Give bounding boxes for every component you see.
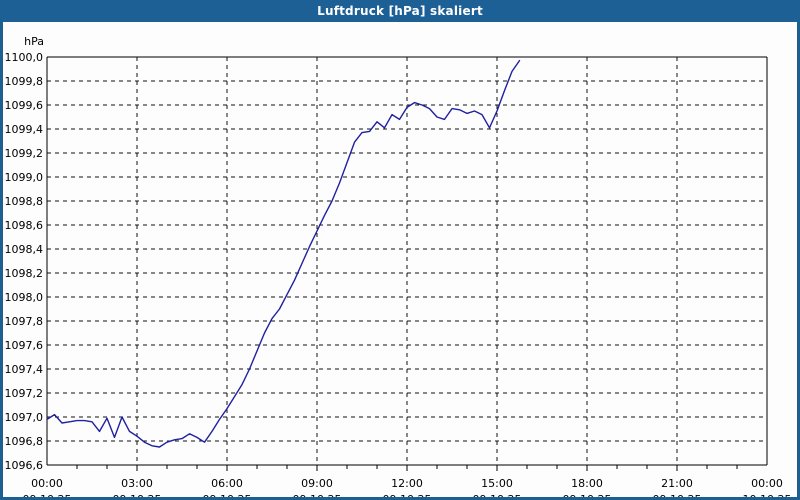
- chart-canvas: 1100,0 1099,8 1099,6 1099,4 1099,2 1099,0 1098…: [3, 22, 797, 497]
- y-axis-tick-label: 1099,6: [5, 99, 44, 112]
- x-axis-tick-date: 09.10.25: [293, 493, 342, 497]
- y-axis-unit: hPa: [24, 35, 44, 48]
- y-axis-tick-label: 1096,8: [5, 435, 44, 448]
- x-minor-ticks: [76, 465, 738, 471]
- x-axis-labels: 00:00 09.10.25 03:00 09.10.25 06:00 09.10.25 0…: [23, 477, 792, 497]
- y-axis-tick-label: 1099,2: [5, 147, 44, 160]
- y-axis-tick-label: 1098,8: [5, 195, 44, 208]
- x-axis-tick-date: 10.10.25: [743, 493, 792, 497]
- y-axis-tick-label: 1098,2: [5, 267, 44, 280]
- y-axis-labels: 1100,0 1099,8 1099,6 1099,4 1099,2 1099,0 1098…: [5, 51, 44, 472]
- x-axis-tick-date: 09.10.25: [383, 493, 432, 497]
- line-chart: 1100,0 1099,8 1099,6 1099,4 1099,2 1099,0 1098…: [3, 22, 797, 497]
- y-axis-tick-label: 1097,0: [5, 411, 44, 424]
- plot-frame: [46, 56, 768, 466]
- y-axis-tick-label: 1097,2: [5, 387, 44, 400]
- plot-background: [3, 22, 797, 497]
- series-line-luftdruck: [46, 59, 521, 448]
- y-axis-tick-label: 1098,4: [5, 243, 44, 256]
- x-axis-tick-date: 09.10.25: [23, 493, 72, 497]
- x-axis-tick-date: 09.10.25: [473, 493, 522, 497]
- y-axis-tick-label: 1097,8: [5, 315, 44, 328]
- x-axis-tick-time: 18:00: [571, 477, 603, 490]
- window-title: Luftdruck [hPa] skaliert: [317, 4, 483, 18]
- x-axis-tick-date: 09.10.25: [113, 493, 162, 497]
- x-axis-tick-time: 00:00: [751, 477, 783, 490]
- x-axis-tick-time: 12:00: [391, 477, 423, 490]
- y-axis-tick-label: 1099,8: [5, 75, 44, 88]
- x-axis-tick-time: 06:00: [211, 477, 243, 490]
- x-axis-tick-time: 03:00: [121, 477, 153, 490]
- y-axis-tick-label: 1098,6: [5, 219, 44, 232]
- x-axis-tick-time: 00:00: [31, 477, 63, 490]
- y-axis-tick-label: 1099,0: [5, 171, 44, 184]
- x-axis-tick-date: 09.10.25: [203, 493, 252, 497]
- x-axis-tick-date: 09.10.25: [653, 493, 702, 497]
- x-axis-tick-time: 21:00: [661, 477, 693, 490]
- x-axis-tick-time: 09:00: [301, 477, 333, 490]
- y-axis-tick-label: 1100,0: [5, 51, 44, 64]
- y-axis-tick-label: 1097,4: [5, 363, 44, 376]
- y-axis-tick-label: 1097,6: [5, 339, 44, 352]
- window-title-bar: Luftdruck [hPa] skaliert: [0, 0, 800, 22]
- y-axis-tick-label: 1099,4: [5, 123, 44, 136]
- y-axis-tick-label: 1098,0: [5, 291, 44, 304]
- x-axis-tick-date: 09.10.25: [563, 493, 612, 497]
- y-axis-tick-label: 1096,6: [5, 459, 44, 472]
- x-axis-tick-time: 15:00: [481, 477, 513, 490]
